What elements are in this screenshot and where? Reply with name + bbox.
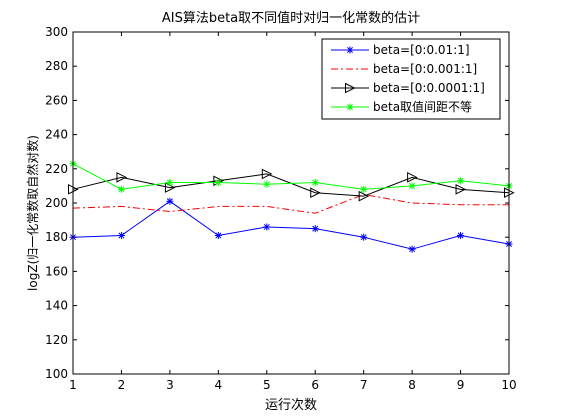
data-point bbox=[311, 225, 319, 233]
data-point bbox=[360, 185, 368, 193]
x-tick-label: 4 bbox=[215, 378, 223, 392]
legend-entry: beta=[0:0.0001:1] bbox=[331, 81, 485, 95]
legend-entry: beta=[0:0.001:1] bbox=[331, 62, 477, 76]
y-tick-label: 140 bbox=[45, 299, 68, 313]
series-4 bbox=[69, 160, 513, 193]
data-point bbox=[214, 231, 222, 239]
data-point bbox=[457, 177, 465, 185]
plot-frame bbox=[72, 31, 510, 375]
y-tick-label: 120 bbox=[45, 333, 68, 347]
x-tick-label: 2 bbox=[118, 378, 126, 392]
data-point bbox=[261, 168, 273, 180]
series-line bbox=[72, 200, 510, 250]
data-point bbox=[455, 184, 467, 195]
y-tick-label: 160 bbox=[45, 264, 68, 278]
data-point bbox=[214, 178, 222, 186]
data-point bbox=[408, 182, 416, 190]
data-point bbox=[310, 187, 321, 199]
x-tick-label: 6 bbox=[311, 378, 319, 392]
y-tick-label: 100 bbox=[45, 367, 68, 381]
y-tick-label: 260 bbox=[45, 93, 68, 107]
legend-label: beta取值间距不等 bbox=[373, 99, 472, 114]
x-tick-label: 9 bbox=[457, 378, 465, 392]
y-tick-label: 200 bbox=[45, 196, 68, 210]
series-line bbox=[72, 163, 510, 190]
ticks-layer: 1 2 3 4 5 6 7 8 9 10 100 120 140 160 180 200 220 240 260 28… bbox=[45, 25, 517, 392]
data-point bbox=[407, 172, 418, 183]
legend-marker bbox=[346, 103, 354, 111]
y-tick-label: 280 bbox=[45, 59, 68, 73]
x-tick-label: 3 bbox=[166, 378, 174, 392]
data-point bbox=[117, 231, 125, 239]
data-point bbox=[117, 185, 125, 193]
data-point bbox=[457, 231, 465, 239]
x-tick-label: 5 bbox=[263, 378, 271, 392]
legend-entry: beta取值间距不等 bbox=[331, 99, 472, 114]
data-point bbox=[116, 172, 128, 183]
data-point bbox=[408, 245, 416, 253]
legend-label: beta=[0:0.01:1] bbox=[373, 43, 470, 57]
y-tick-label: 220 bbox=[45, 162, 68, 176]
data-point bbox=[358, 190, 370, 202]
y-axis-label: logZ(归一化常数取自然对数) bbox=[25, 135, 40, 291]
x-tick-label: 10 bbox=[501, 378, 516, 392]
legend-marker bbox=[346, 46, 354, 54]
data-point bbox=[166, 197, 174, 205]
legend-marker bbox=[345, 82, 356, 94]
legend-label: beta=[0:0.0001:1] bbox=[373, 81, 485, 95]
x-tick-label: 8 bbox=[408, 378, 416, 392]
legend-label: beta=[0:0.001:1] bbox=[373, 62, 477, 76]
y-tick-label: 300 bbox=[45, 25, 68, 39]
data-point bbox=[263, 180, 271, 188]
y-tick-label: 240 bbox=[45, 128, 68, 142]
series-1 bbox=[69, 197, 513, 253]
y-tick-label: 180 bbox=[45, 230, 68, 244]
legend-entry: beta=[0:0.01:1] bbox=[331, 43, 470, 57]
data-point bbox=[263, 223, 271, 231]
data-point bbox=[360, 233, 368, 241]
legend: beta=[0:0.01:1] beta=[0:0.001:1] beta=[0:0… bbox=[321, 38, 501, 120]
x-axis-label: 运行次数 bbox=[265, 397, 317, 413]
data-point bbox=[166, 178, 174, 186]
x-tick-label: 7 bbox=[360, 378, 368, 392]
data-point bbox=[311, 178, 319, 186]
chart-title: AIS算法beta取不同值时对归一化常数的估计 bbox=[162, 10, 420, 26]
x-tick-label: 1 bbox=[69, 378, 77, 392]
